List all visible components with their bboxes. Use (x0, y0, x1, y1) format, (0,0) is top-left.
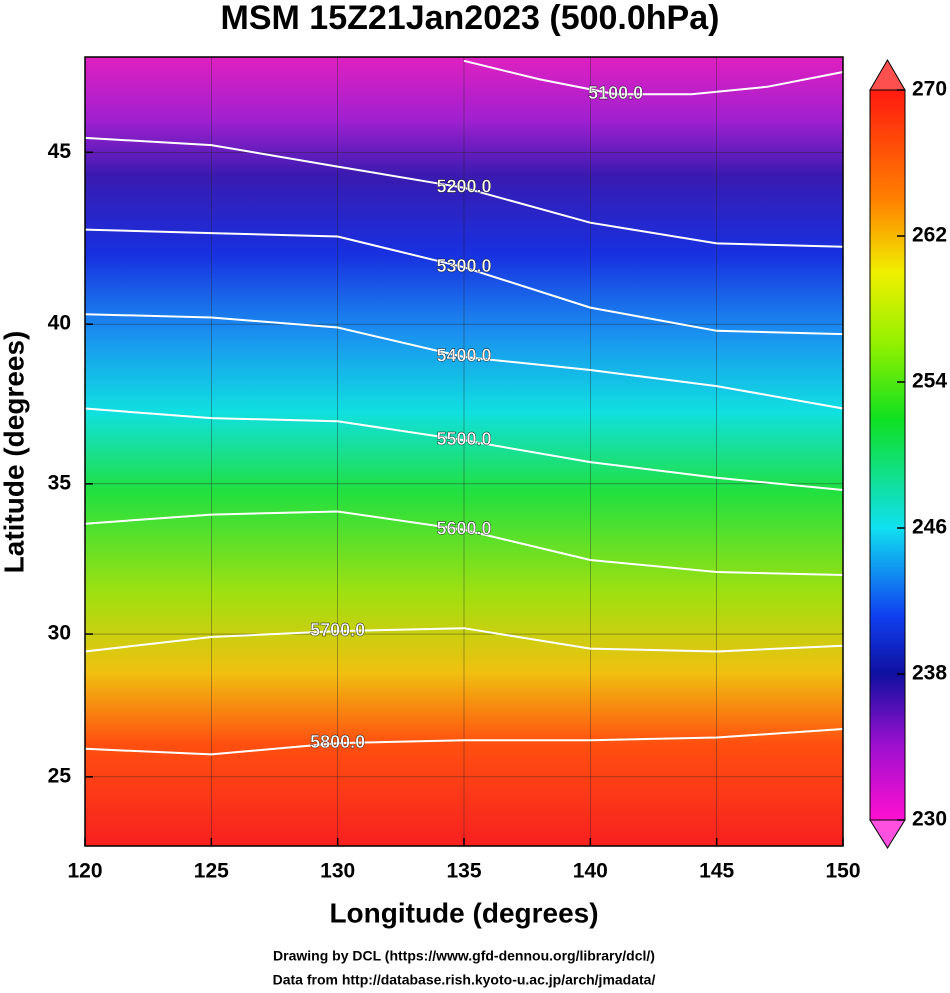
contour-label: 5300.0 (436, 256, 491, 276)
y-axis-label: Latitude (degrees) (0, 331, 29, 574)
contour-line (84, 228, 844, 336)
footer: Drawing by DCL (https://www.gfd-dennou.o… (273, 948, 655, 964)
footer: Data from http://database.rish.kyoto-u.a… (273, 972, 656, 988)
colorbar-tick-label: 270 (912, 78, 947, 101)
y-tick-label: 25 (48, 764, 72, 787)
colorbar-tick-label: 246 (912, 516, 947, 539)
x-tick-label: 125 (194, 860, 229, 883)
x-tick-label: 145 (699, 860, 734, 883)
x-tick-label: 120 (67, 860, 102, 883)
contour-label: 5600.0 (436, 519, 491, 539)
contour-line (84, 407, 844, 491)
chart-title: MSM 15Z21Jan2023 (500.0hPa) (221, 0, 720, 37)
contour-label: 5400.0 (436, 346, 491, 366)
y-tick-label: 40 (48, 312, 71, 335)
colorbar-tick-label: 254 (912, 370, 947, 393)
colorbar-tick-label: 230 (912, 808, 947, 831)
contour-label: 5800.0 (310, 732, 365, 752)
contour-line (463, 59, 844, 96)
contour-label: 5500.0 (436, 429, 491, 449)
colorbar-min-arrow (869, 819, 906, 849)
x-tick-label: 135 (446, 860, 481, 883)
colorbar-tick-label: 262 (912, 224, 947, 247)
y-tick-label: 30 (48, 622, 71, 645)
x-axis-label: Longitude (degrees) (329, 897, 598, 928)
contour-line (84, 510, 844, 576)
contour-label: 5100.0 (588, 83, 643, 103)
contour-line (84, 728, 844, 756)
x-tick-label: 140 (573, 860, 608, 883)
colorbar (869, 89, 906, 821)
colorbar-max-arrow (869, 59, 906, 91)
plot-frame (84, 56, 844, 847)
contour-label: 5200.0 (436, 177, 491, 197)
contour-line (84, 136, 844, 248)
y-tick-label: 35 (48, 471, 72, 494)
contour-line (84, 313, 844, 410)
x-tick-label: 130 (320, 860, 355, 883)
contour-label: 5700.0 (310, 620, 365, 640)
x-tick-label: 150 (825, 860, 860, 883)
y-tick-label: 45 (48, 140, 72, 163)
contour-line (84, 627, 844, 653)
colorbar-tick-label: 238 (912, 662, 947, 685)
